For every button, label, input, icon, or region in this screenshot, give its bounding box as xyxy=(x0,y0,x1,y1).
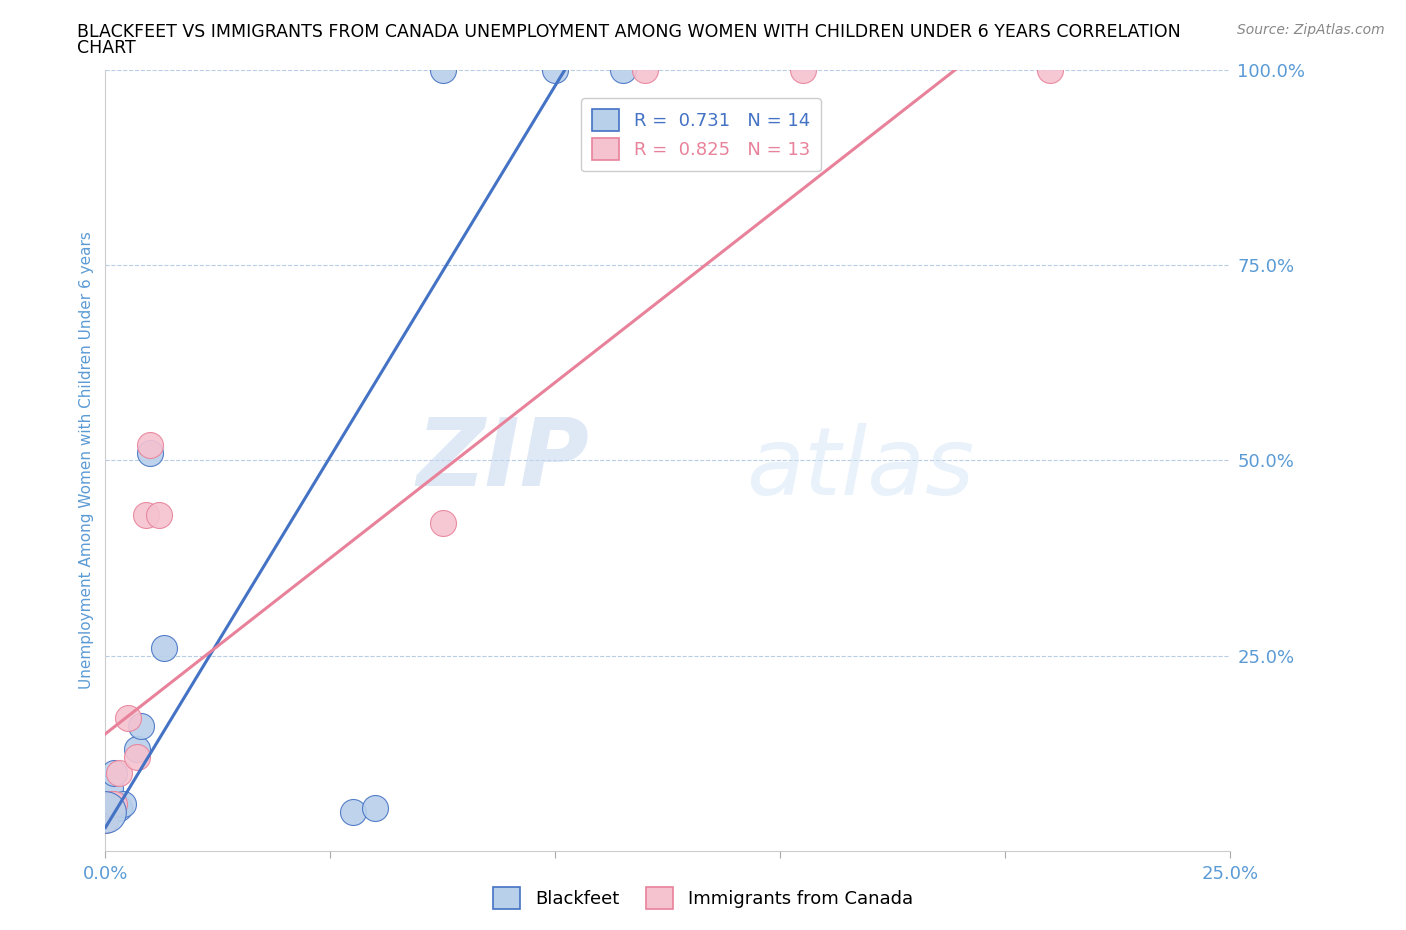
Point xyxy=(108,801,131,816)
Point xyxy=(432,62,454,77)
Point xyxy=(98,781,121,796)
Point xyxy=(131,719,153,734)
Point xyxy=(94,812,117,827)
Point xyxy=(153,641,176,656)
Point xyxy=(139,445,162,460)
Point xyxy=(612,62,634,77)
Legend: Blackfeet, Immigrants from Canada: Blackfeet, Immigrants from Canada xyxy=(486,880,920,916)
Point xyxy=(342,804,364,819)
Point xyxy=(148,508,170,523)
Point xyxy=(139,437,162,452)
Y-axis label: Unemployment Among Women with Children Under 6 years: Unemployment Among Women with Children U… xyxy=(79,232,94,689)
Point xyxy=(117,711,139,725)
Point xyxy=(108,765,131,780)
Point xyxy=(634,62,657,77)
Point xyxy=(125,750,148,764)
Point xyxy=(1039,62,1062,77)
Text: Source: ZipAtlas.com: Source: ZipAtlas.com xyxy=(1237,23,1385,37)
Point xyxy=(103,797,125,812)
Text: BLACKFEET VS IMMIGRANTS FROM CANADA UNEMPLOYMENT AMONG WOMEN WITH CHILDREN UNDER: BLACKFEET VS IMMIGRANTS FROM CANADA UNEM… xyxy=(77,23,1181,41)
Point xyxy=(112,797,135,812)
Point xyxy=(98,797,121,812)
Point xyxy=(544,62,567,77)
Point xyxy=(432,515,454,530)
Text: ZIP: ZIP xyxy=(416,415,589,506)
Point xyxy=(94,804,117,819)
Point xyxy=(125,742,148,757)
Point xyxy=(792,62,814,77)
Text: CHART: CHART xyxy=(77,39,136,57)
Point xyxy=(103,765,125,780)
Legend: R =  0.731   N = 14, R =  0.825   N = 13: R = 0.731 N = 14, R = 0.825 N = 13 xyxy=(581,99,821,171)
Point xyxy=(364,801,387,816)
Text: atlas: atlas xyxy=(747,422,974,513)
Point xyxy=(94,804,117,819)
Point xyxy=(135,508,157,523)
